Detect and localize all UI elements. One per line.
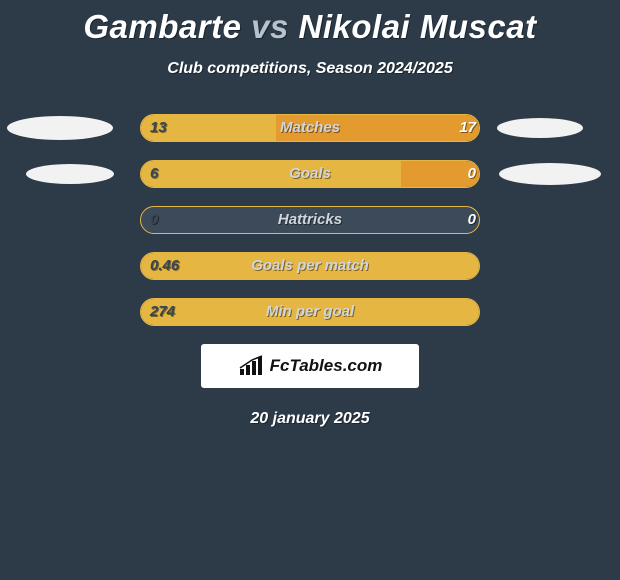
value-right: [450, 298, 476, 326]
bars-icon: [238, 355, 264, 377]
subtitle: Club competitions, Season 2024/2025: [0, 60, 620, 78]
logo-text: FcTables.com: [270, 356, 383, 376]
stat-row-min-per-goal: 274 Min per goal: [0, 298, 620, 326]
ellipse-right-icon: [499, 163, 601, 185]
value-right: 0: [450, 206, 476, 234]
stat-row-goals: 6 Goals 0: [0, 160, 620, 188]
stat-label: Goals per match: [140, 252, 480, 280]
stat-label: Min per goal: [140, 298, 480, 326]
ellipse-right-icon: [497, 118, 583, 138]
ellipse-left-icon: [26, 164, 114, 184]
page-title: Gambarte vs Nikolai Muscat: [0, 0, 620, 46]
stat-label: Hattricks: [140, 206, 480, 234]
stat-row-hattricks: 0 Hattricks 0: [0, 206, 620, 234]
title-vs: vs: [251, 8, 289, 45]
ellipse-left-icon: [7, 116, 113, 140]
logo-box: FcTables.com: [201, 344, 419, 388]
stat-label: Matches: [140, 114, 480, 142]
date-label: 20 january 2025: [0, 410, 620, 428]
stat-row-goals-per-match: 0.46 Goals per match: [0, 252, 620, 280]
value-right: 17: [450, 114, 476, 142]
value-right: [450, 252, 476, 280]
title-player1: Gambarte: [83, 8, 241, 45]
stat-row-matches: 13 Matches 17: [0, 114, 620, 142]
comparison-chart: 13 Matches 17 6 Goals 0 0 Hattricks 0 0.…: [0, 114, 620, 326]
title-player2: Nikolai Muscat: [299, 8, 537, 45]
value-right: 0: [450, 160, 476, 188]
stat-label: Goals: [140, 160, 480, 188]
